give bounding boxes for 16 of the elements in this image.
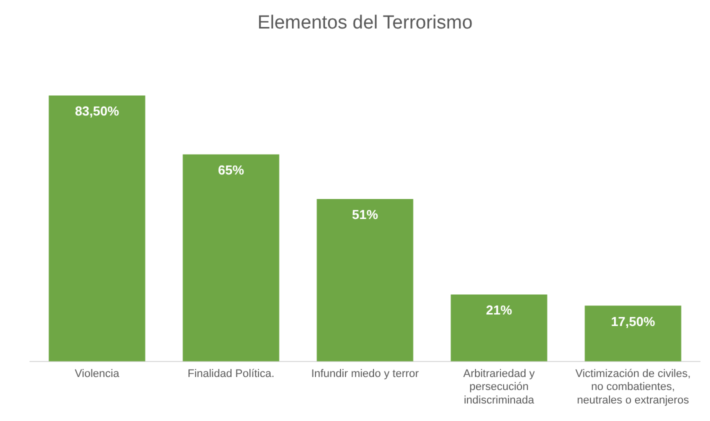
data-label: 65% [218,162,244,178]
data-label: 17,50% [610,314,656,329]
bar [182,154,280,362]
bar [450,294,548,362]
data-label: 21% [486,302,512,318]
x-tick-label: Infundir miedo y terror [311,368,420,380]
bar [316,198,414,362]
bar [48,96,146,362]
data-label: 83,50% [74,104,120,119]
data-label: 51% [352,207,378,222]
x-tick-label: Violencia [74,368,120,380]
chart-title: Elementos del Terrorismo [257,12,473,34]
x-tick-label: Victimización de civiles, no combatientes, neutrales o extranjeros [575,368,691,406]
x-tick-label: Arbitrariedad y persecución indiscriminada [463,368,536,406]
x-tick-label: Finalidad Política. [188,368,274,380]
bar [584,306,682,362]
